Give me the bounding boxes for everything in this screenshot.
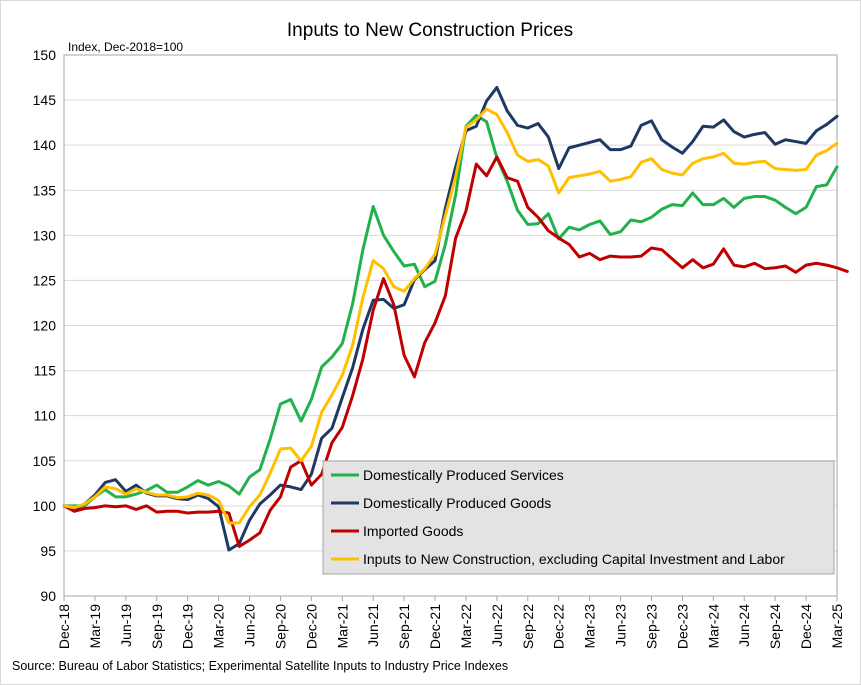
series-lines	[62, 85, 849, 552]
legend-box	[322, 460, 835, 575]
y-tick-label: 120	[33, 318, 57, 334]
series-line-4	[62, 107, 839, 525]
x-tick-label: Mar-24	[705, 604, 721, 649]
x-tick-label: Sep-23	[643, 604, 659, 649]
y-tick-label: 140	[33, 137, 57, 153]
legend: Domestically Produced Services Domestical…	[322, 460, 835, 575]
y-tick-label: 105	[33, 453, 57, 469]
chart-title: Inputs to New Construction Prices	[287, 20, 573, 41]
y-tick-label: 145	[33, 92, 57, 108]
x-tick-label: Mar-22	[458, 604, 474, 649]
y-tick-label: 100	[33, 498, 57, 514]
x-tick-label: Jun-20	[242, 604, 258, 647]
x-tick-label: Mar-23	[582, 604, 598, 649]
legend-label: Inputs to New Construction, excluding Ca…	[363, 551, 785, 567]
x-tick-label: Dec-21	[427, 604, 443, 649]
x-tick-label: Jun-21	[365, 604, 381, 647]
x-tick-label: Dec-24	[798, 604, 814, 649]
y-tick-label: 130	[33, 227, 57, 243]
x-tick-label: Dec-18	[56, 604, 72, 649]
x-tick-label: Dec-20	[303, 604, 319, 649]
x-tick-label: Dec-19	[180, 604, 196, 649]
x-tick-label: Mar-21	[334, 604, 350, 649]
x-tick-label: Sep-20	[272, 604, 288, 649]
source-note: Source: Bureau of Labor Statistics; Expe…	[12, 659, 508, 673]
y-tick-label: 125	[33, 272, 57, 288]
x-tick-label: Jun-22	[489, 604, 505, 647]
legend-label: Imported Goods	[363, 523, 463, 539]
x-tick-label: Mar-19	[87, 604, 103, 649]
x-tick-label: Jun-23	[613, 604, 629, 647]
x-tick-label: Dec-23	[674, 604, 690, 649]
y-tick-label: 135	[33, 182, 57, 198]
x-tick-label: Jun-19	[118, 604, 134, 647]
x-tick-label: Sep-24	[767, 604, 783, 649]
y-tick-label: 95	[40, 543, 56, 559]
series-line-3	[62, 155, 849, 548]
series-line-2	[62, 85, 839, 552]
y-axis-label: Index, Dec-2018=100	[68, 40, 183, 54]
y-tick-label: 150	[33, 47, 57, 63]
x-tick-label: Mar-20	[211, 604, 227, 649]
x-tick-label: Sep-22	[520, 604, 536, 649]
x-tick-label: Sep-19	[149, 604, 165, 649]
legend-label: Domestically Produced Services	[363, 467, 564, 483]
y-tick-label: 90	[40, 588, 56, 604]
legend-label: Domestically Produced Goods	[363, 495, 551, 511]
x-tick-label: Dec-22	[551, 604, 567, 649]
y-tick-label: 115	[34, 363, 57, 379]
x-axis-ticks: Dec-18 Mar-19 Jun-19 Sep-19 Dec-19 Mar-20 Jun-…	[56, 596, 845, 649]
series-line-1	[62, 113, 839, 508]
x-tick-label: Mar-25	[829, 604, 845, 649]
x-tick-label: Sep-21	[396, 604, 412, 649]
plot-area	[63, 54, 838, 597]
y-axis-ticks: 90 95 100 105 110 115 120 125 130 135 140 145 150	[33, 47, 57, 604]
y-tick-label: 110	[34, 408, 57, 424]
x-tick-label: Jun-24	[736, 604, 752, 647]
